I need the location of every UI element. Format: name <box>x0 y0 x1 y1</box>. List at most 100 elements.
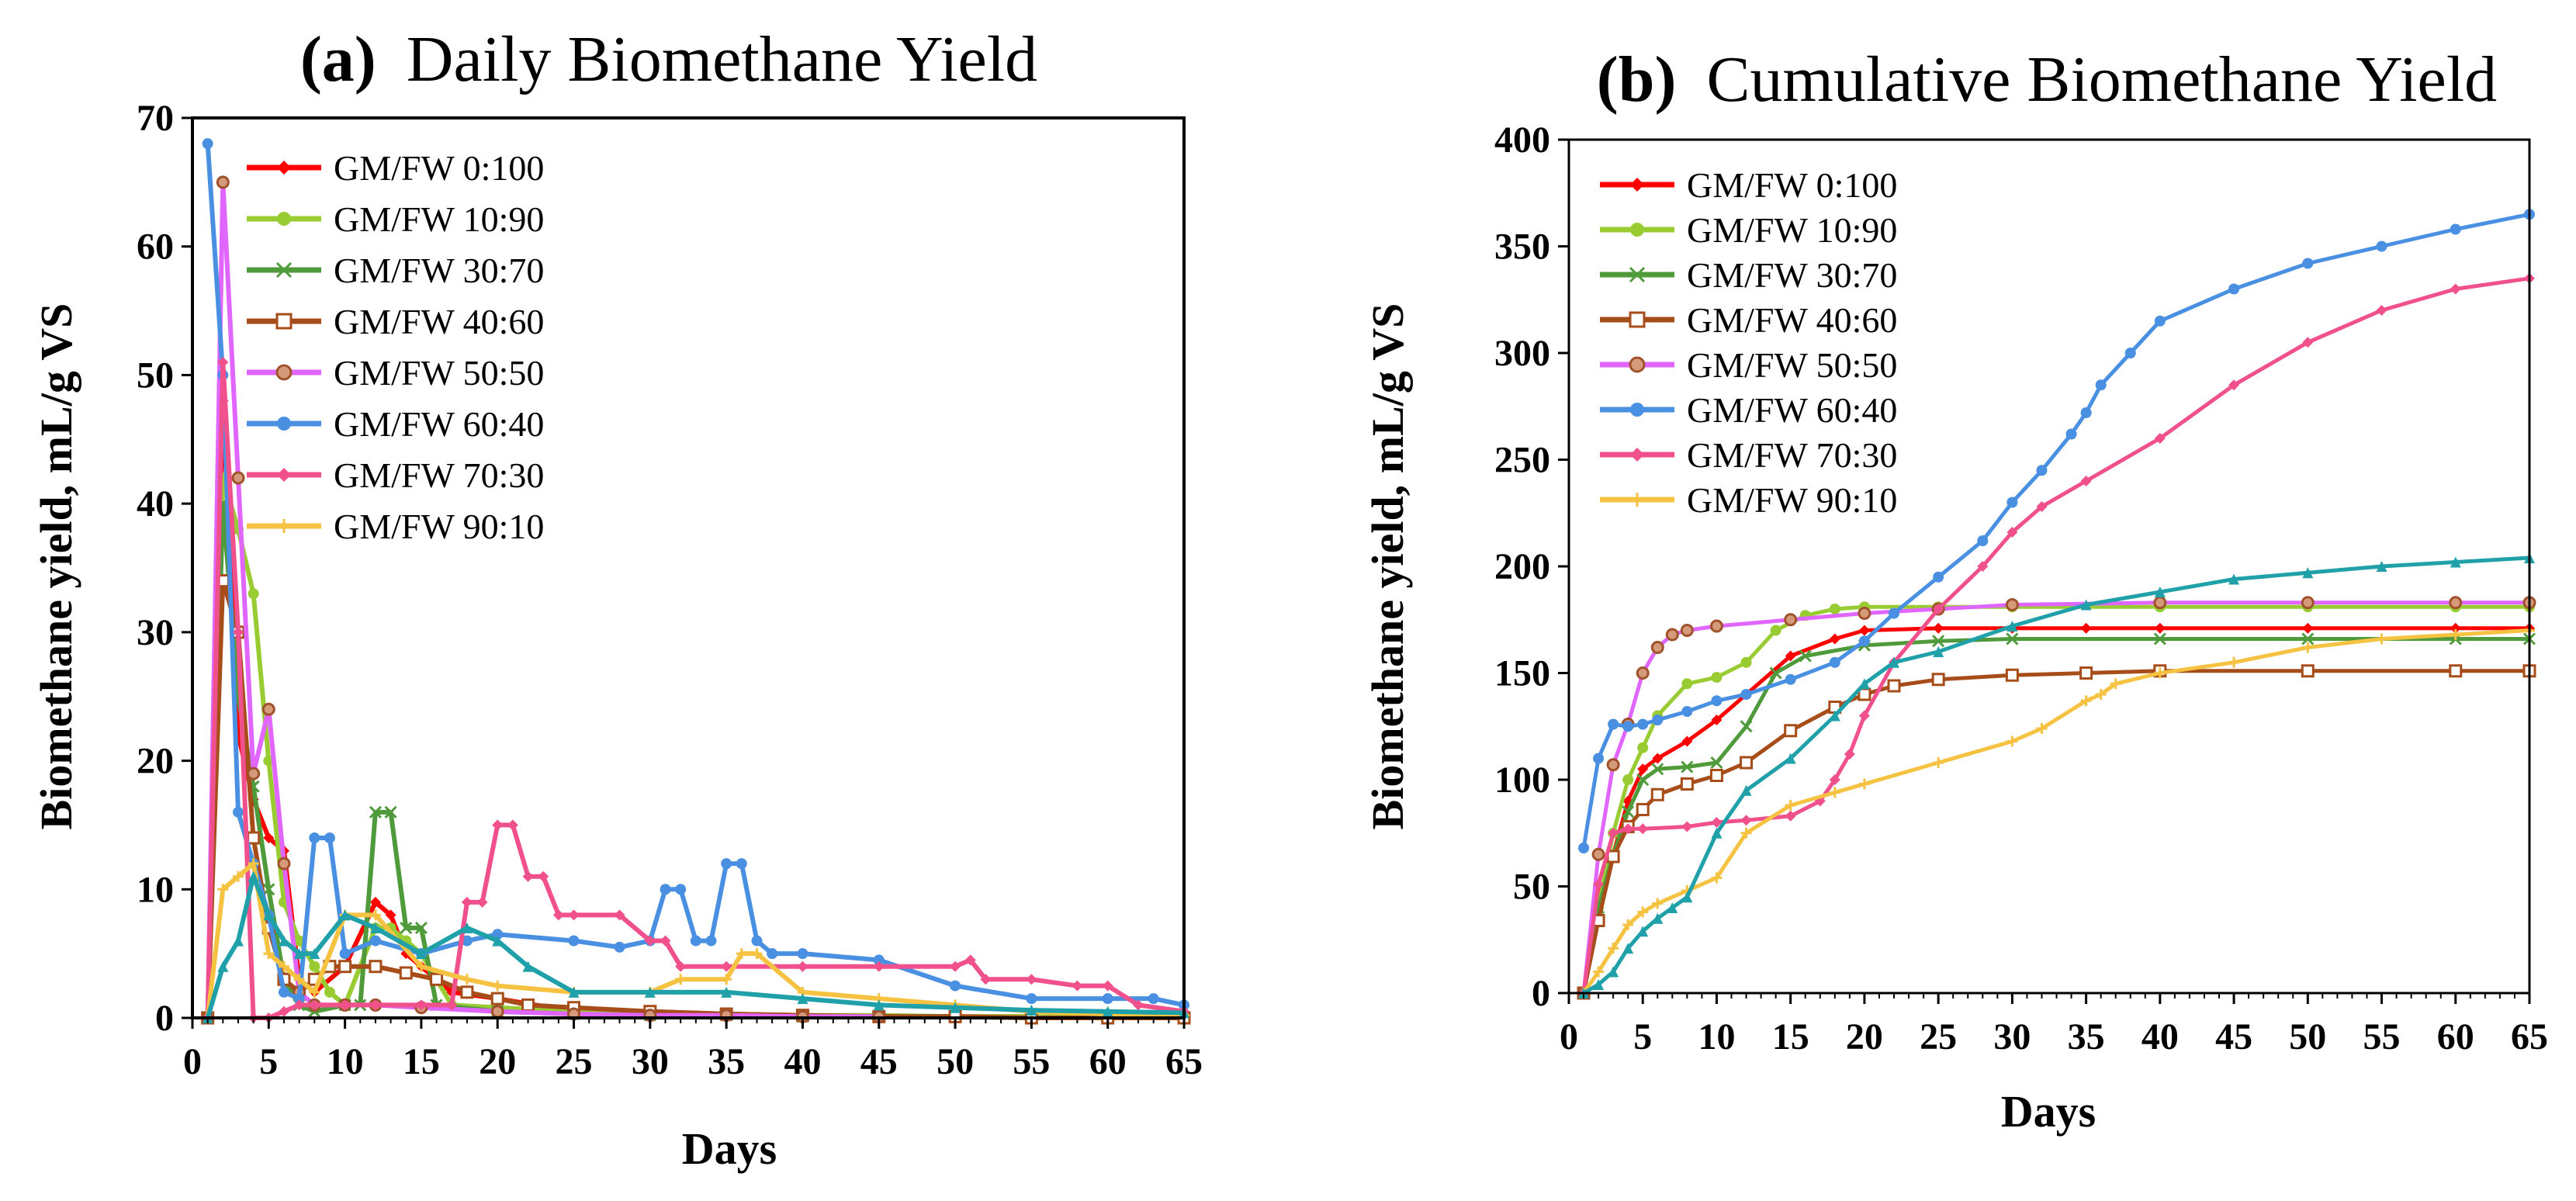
chart-a-series-6-point <box>1133 999 1144 1011</box>
chart-a-series-8-point <box>721 986 732 998</box>
chart-a-y-tick-label: 40 <box>137 483 174 524</box>
chart-b-series-1-point <box>1829 604 1840 614</box>
chart-a-series-8-point <box>1102 1005 1113 1017</box>
chart-a-legend: GM/FW 0:100 GM/FW 10:90 GM/FW 30:70 GM/FW 4… <box>247 148 544 546</box>
chart-b-series-2-point <box>2006 632 2019 645</box>
chart-a-series-2-point <box>384 805 397 819</box>
chart-a-series-6-point <box>1072 980 1083 992</box>
chart-b-series-4-point <box>1650 641 1664 654</box>
chart-b-series-3-point <box>1650 787 1664 801</box>
chart-a-series-3-point <box>430 972 444 986</box>
chart-b-series-0-point <box>2450 622 2461 634</box>
chart-a-y-tick-label: 30 <box>137 612 174 653</box>
chart-a-series-7-point <box>309 986 320 998</box>
chart-b-legend-label: GM/FW 90:10 <box>1687 480 1897 520</box>
chart-a-y-tick-label: 0 <box>155 998 174 1039</box>
chart-b-series-5-point <box>1977 535 1989 546</box>
chart-b-series-1-point <box>1622 774 1634 785</box>
chart-a-series-6-point <box>522 870 534 882</box>
chart-b-ticks: 0 5 10 15 20 25 30 35 40 45 50 55 60 65 0 50 100 150 200 25… <box>1494 119 2548 1057</box>
chart-b-series-8-point <box>2154 587 2166 597</box>
chart-b-series-5-point <box>1681 706 1693 717</box>
chart-a-series-6-point <box>461 896 473 908</box>
chart-b-x-tick-label: 0 <box>1560 1016 1578 1057</box>
chart-b-series-7-point <box>1740 827 1752 839</box>
chart-b-series-0-point <box>2302 622 2314 634</box>
chart-b-series-7-point <box>1622 919 1634 930</box>
chart-b-x-tick-label: 25 <box>1920 1016 1957 1057</box>
chart-a-series-1-point <box>324 986 335 998</box>
chart-a-legend-marker <box>275 261 293 279</box>
chart-a-series-3-point <box>338 960 352 974</box>
chart-b-series-6-point <box>2228 379 2240 391</box>
chart-a-series-3-point <box>521 998 535 1012</box>
chart-b-series-5-point <box>2302 258 2314 269</box>
chart-b-series-7-point <box>2110 678 2121 690</box>
chart-b-series-7-point <box>2080 695 2092 707</box>
chart-b-series-8-point <box>1711 827 1723 839</box>
chart-a-series-5-point <box>232 806 244 818</box>
chart-b-series-3-point <box>1784 724 1798 738</box>
chart-b-series-8-point <box>1622 943 1634 954</box>
chart-b-series-6-point <box>2450 283 2461 295</box>
chart-b-x-tick-label: 40 <box>2141 1016 2179 1057</box>
chart-b-series-2-point <box>1636 773 1650 787</box>
chart-b-series-7-point <box>2228 656 2240 668</box>
chart-b-legend-label: GM/FW 60:40 <box>1687 390 1897 430</box>
chart-a-x-tick-label: 60 <box>1089 1041 1127 1082</box>
chart-a-series-3-point <box>460 985 474 999</box>
chart-b-series-6-point <box>1829 774 1840 785</box>
chart-a-series-6-point <box>415 999 427 1011</box>
chart-a-series-8-point <box>369 922 381 933</box>
chart-a-series-5-point <box>690 935 701 947</box>
chart-a-x-tick-label: 65 <box>1165 1041 1203 1082</box>
chart-b-series-4-point <box>1858 607 1871 620</box>
chart-b-y-tick-label: 400 <box>1494 119 1550 161</box>
chart-b-series-6-point <box>1740 815 1752 826</box>
chart-a-series-5-point <box>675 884 687 895</box>
chart-a-series-6-point <box>446 999 458 1011</box>
chart-a-title-prefix: (a) <box>300 23 376 95</box>
chart-b-series-line-1 <box>1581 604 2529 994</box>
chart-b-y-tick-label: 250 <box>1494 440 1550 481</box>
chart-b-series-4-point <box>1680 624 1694 637</box>
chart-a-x-tick-label: 5 <box>259 1041 278 1082</box>
chart-a-legend-label: GM/FW 70:30 <box>334 455 544 495</box>
chart-b-series-5-point <box>1637 718 1649 730</box>
chart-a-x-tick-label: 10 <box>327 1041 364 1082</box>
chart-b-x-tick-label: 65 <box>2511 1016 2548 1057</box>
chart-a-series-8-point <box>873 999 885 1011</box>
chart-b-series-6-point <box>1933 604 1944 614</box>
chart-b-series-4-point <box>1709 619 1723 633</box>
chart-a-series-7-point <box>461 974 473 985</box>
chart-b-series-line-8 <box>1582 556 2530 995</box>
chart-a-series-5-point <box>614 941 625 953</box>
chart-b-series-2-point <box>1681 760 1694 774</box>
chart-b-series-3-point <box>1636 803 1650 816</box>
chart-a-series-8-point <box>263 909 275 921</box>
chart-a-legend-marker <box>277 417 291 431</box>
chart-b-series-4-point <box>2153 596 2167 610</box>
chart-b-x-tick-label: 35 <box>2068 1016 2105 1057</box>
chart-b-series-8-point <box>2302 567 2314 579</box>
chart-b-series-8-point <box>1889 656 1900 668</box>
chart-a-series-6-point <box>339 999 351 1011</box>
chart-b-series-7-point <box>1933 757 1944 768</box>
chart-b-series-5-point <box>1652 715 1664 725</box>
chart-a-series-4-point <box>261 702 275 716</box>
chart-b-series-2-point <box>1740 720 1753 733</box>
chart-a-series-8-point <box>461 922 473 933</box>
chart-b-series-8-point <box>1608 966 1619 978</box>
chart-b-series-4-point <box>1665 628 1679 642</box>
chart-b-series-7-point <box>1785 800 1796 811</box>
chart-b-series-5-point <box>1889 607 1900 619</box>
chart-a-series-6-point <box>614 909 625 921</box>
chart-b-series-5-point <box>2154 315 2166 327</box>
chart-b-series-6-point <box>2080 476 2092 486</box>
chart-b-legend-marker <box>1630 178 1644 192</box>
chart-b-series-7-point <box>1608 943 1619 954</box>
chart-a-series-5-point <box>568 935 580 947</box>
chart-a-series-7-point <box>675 974 687 985</box>
chart-b-series-1-point <box>1740 656 1752 668</box>
